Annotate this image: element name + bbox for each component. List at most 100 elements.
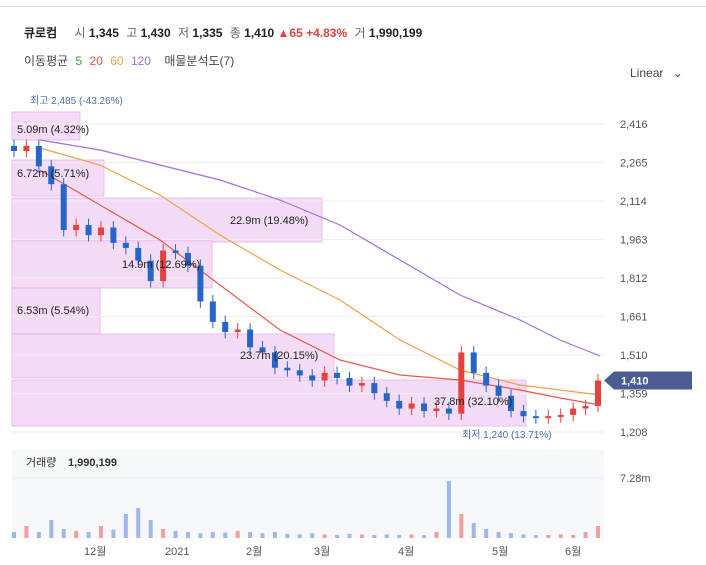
x-tick-label: 3월 xyxy=(314,545,330,558)
open-value: 1,345 xyxy=(88,26,119,40)
candle-body xyxy=(23,145,30,152)
volume-bar xyxy=(111,529,116,538)
scale-label: Linear xyxy=(630,66,664,80)
x-tick-label: 2021 xyxy=(165,546,189,558)
ma-5[interactable]: 5 xyxy=(75,54,83,68)
x-tick-label: 5월 xyxy=(492,545,508,558)
ma-120[interactable]: 120 xyxy=(130,54,151,68)
candle-body xyxy=(508,395,515,412)
candle-body xyxy=(160,250,167,282)
candle-body xyxy=(97,227,104,236)
candle-body xyxy=(35,145,42,167)
y-tick-label: 1,661 xyxy=(620,312,648,324)
y-tick-label: 1,359 xyxy=(620,389,648,401)
volume-bar xyxy=(471,523,476,538)
candle-body xyxy=(421,403,428,412)
volume-profile-label: 5.09m (4.32%) xyxy=(17,124,89,136)
candle-body xyxy=(259,347,266,353)
candle-body xyxy=(197,265,204,302)
candle-body xyxy=(321,372,328,381)
volume-bar xyxy=(459,514,464,538)
candle-body xyxy=(595,380,601,406)
candle-body xyxy=(557,414,564,417)
volume-bar xyxy=(161,529,166,538)
volume-profile-bar xyxy=(11,239,213,289)
volume-bar xyxy=(347,533,352,538)
stock-name: 큐로컴 xyxy=(24,26,58,40)
x-tick-label: 6월 xyxy=(565,545,581,558)
volume-bar xyxy=(285,533,290,538)
volume-bar xyxy=(49,520,54,538)
candle-body xyxy=(582,405,589,409)
ma20-line xyxy=(39,169,601,406)
y-tick-label: 1,510 xyxy=(620,350,648,362)
candle-body xyxy=(184,253,191,266)
x-tick-label: 12월 xyxy=(84,545,106,558)
y-tick-label: 2,416 xyxy=(620,119,648,131)
volume-bar xyxy=(198,533,203,538)
volume-bar xyxy=(372,535,377,538)
close-value: 1,410 xyxy=(244,26,275,40)
volume-bar xyxy=(248,532,253,538)
volume-profile-label: 22.9m (19.48%) xyxy=(230,215,308,227)
candle-body xyxy=(122,242,129,248)
candle-body xyxy=(234,329,241,333)
volume-bar xyxy=(185,532,190,538)
candle-body xyxy=(147,260,154,282)
candle-body xyxy=(296,370,303,376)
volume-bar xyxy=(359,534,364,538)
ma-label: 이동평균 xyxy=(24,54,69,68)
volume-bar xyxy=(384,534,389,538)
price-header: 큐로컴 시 1,345 고 1,430 저 1,335 종 1,410 ▲65 … xyxy=(24,24,422,41)
x-tick-label: 4월 xyxy=(398,545,414,558)
open-label: 시 xyxy=(74,26,86,40)
current-price-label: 1,410 xyxy=(621,375,649,387)
volume-bar xyxy=(123,514,128,538)
volume-bar xyxy=(24,526,29,538)
volume-bar xyxy=(397,535,402,538)
volume-bar xyxy=(260,533,265,538)
volume-bar xyxy=(223,532,228,538)
candle-body xyxy=(495,385,502,396)
volume-bar xyxy=(335,535,340,538)
candle-body xyxy=(110,227,117,243)
candle-body xyxy=(334,372,341,378)
volume-bar xyxy=(583,532,588,538)
volume-bar xyxy=(98,526,103,538)
volume-panel xyxy=(12,450,604,538)
volume-profile-toggle[interactable]: 매물분석도(7) xyxy=(164,54,235,68)
candle-body xyxy=(247,329,254,348)
volume-bar xyxy=(509,533,514,538)
max-price-label: 최고 2,485 (-43.26%) xyxy=(30,95,123,107)
volume-profile-bar xyxy=(11,333,335,379)
ma-60[interactable]: 60 xyxy=(110,54,124,68)
volume-title: 거래량 xyxy=(26,456,56,469)
y-tick-label: 1,963 xyxy=(620,235,648,247)
volume-bar xyxy=(546,535,551,538)
candle-body xyxy=(383,393,390,401)
volume-bar xyxy=(272,532,277,538)
top-divider xyxy=(0,6,706,7)
low-value: 1,335 xyxy=(192,26,223,40)
candle-body xyxy=(11,145,17,152)
ma60-line xyxy=(39,147,601,396)
current-price-tag xyxy=(604,371,692,390)
volume-profile-label: 6.72m (5.71%) xyxy=(17,168,89,180)
volume-profile-label: 23.7m (20.15%) xyxy=(240,350,318,362)
volume-bar xyxy=(136,508,141,538)
volume-profile-bar xyxy=(11,159,105,197)
volume-bar xyxy=(86,532,91,538)
ma-20[interactable]: 20 xyxy=(89,54,103,68)
candle-body xyxy=(60,184,67,231)
volume-bar xyxy=(558,534,563,538)
change-value: ▲65 xyxy=(277,26,303,40)
candle-body xyxy=(358,383,365,386)
volume-profile-bar xyxy=(11,111,81,141)
volume-bar xyxy=(521,534,526,538)
scale-dropdown[interactable]: Linear ⌄ xyxy=(630,66,683,80)
volume-profile-bar xyxy=(11,379,527,427)
candle-body xyxy=(483,372,490,386)
volume-bar xyxy=(210,532,215,538)
y-tick-label: 1,208 xyxy=(620,427,648,439)
